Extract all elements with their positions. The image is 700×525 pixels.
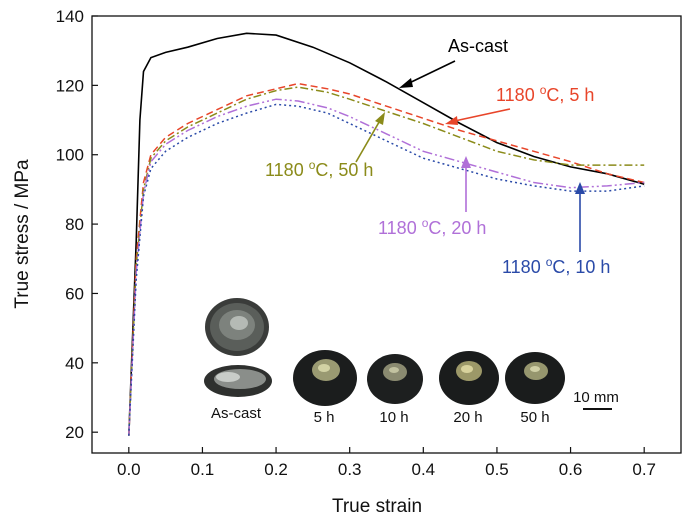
x-axis: 0.0 0.1 0.2 0.3 0.4 0.5 0.6 0.7: [117, 447, 656, 479]
y-tick-label: 100: [56, 146, 84, 165]
inset-label-20h: 20 h: [453, 409, 482, 426]
y-tick-label: 40: [65, 354, 84, 373]
inset-label-10h: 10 h: [379, 409, 408, 426]
arrow-50h: [355, 116, 383, 163]
y-axis: 20 40 60 80 100 120 140: [56, 7, 98, 442]
x-tick-label: 0.4: [411, 460, 435, 479]
x-tick-label: 0.2: [264, 460, 288, 479]
annotation-50h: 1180 oC, 50 h: [265, 158, 373, 180]
annotation-5h: 1180 oC, 5 h: [496, 83, 594, 105]
arrowhead-50h: [375, 112, 385, 125]
series-line-as-cast: [128, 32, 645, 436]
x-axis-title: True strain: [332, 496, 422, 517]
arrowhead-ascast: [399, 78, 413, 88]
y-tick-label: 20: [65, 423, 84, 442]
x-tick-label: 0.0: [117, 460, 141, 479]
annotation-ascast: As-cast: [448, 36, 508, 56]
series-line-1180-oc-20-h: [128, 98, 645, 436]
arrowhead-20h: [461, 156, 471, 168]
x-tick-label: 0.5: [485, 460, 509, 479]
y-tick-label: 80: [65, 215, 84, 234]
x-tick-label: 0.3: [338, 460, 362, 479]
arrow-5h: [449, 108, 511, 123]
inset-photos: As-cast 5 h 10 h 20 h 50 h 10 mm: [204, 298, 619, 426]
series-layer: [128, 32, 645, 436]
annotation-20h: 1180 oC, 20 h: [378, 216, 486, 238]
sample-ascast-top: [205, 298, 269, 356]
x-tick-label: 0.7: [632, 460, 656, 479]
y-tick-label: 140: [56, 7, 84, 26]
sample-ascast-side: [204, 365, 272, 397]
y-tick-label: 60: [65, 284, 84, 303]
series-line-1180-oc-50-h: [128, 86, 645, 436]
inset-label-50h: 50 h: [520, 409, 549, 426]
inset-label-5h: 5 h: [314, 409, 335, 426]
x-tick-label: 0.1: [191, 460, 215, 479]
sample-5h: [293, 350, 357, 406]
sample-10h: [367, 354, 423, 404]
arrowhead-10h: [575, 182, 585, 194]
plot-frame: [91, 15, 682, 454]
x-tick-label: 0.6: [559, 460, 583, 479]
annotation-10h: 1180 oC, 10 h: [502, 255, 610, 277]
arrowhead-5h: [445, 116, 458, 125]
inset-label-ascast: As-cast: [211, 405, 262, 422]
scale-bar-label: 10 mm: [573, 389, 619, 406]
sample-50h: [505, 352, 565, 404]
series-line-1180-oc-5-h: [128, 82, 645, 436]
sample-20h: [439, 351, 499, 405]
y-axis-title: True stress / MPa: [12, 159, 33, 309]
annotations: As-cast 1180 oC, 5 h 1180 oC, 50 h 1180 …: [265, 36, 610, 277]
y-tick-label: 120: [56, 76, 84, 95]
